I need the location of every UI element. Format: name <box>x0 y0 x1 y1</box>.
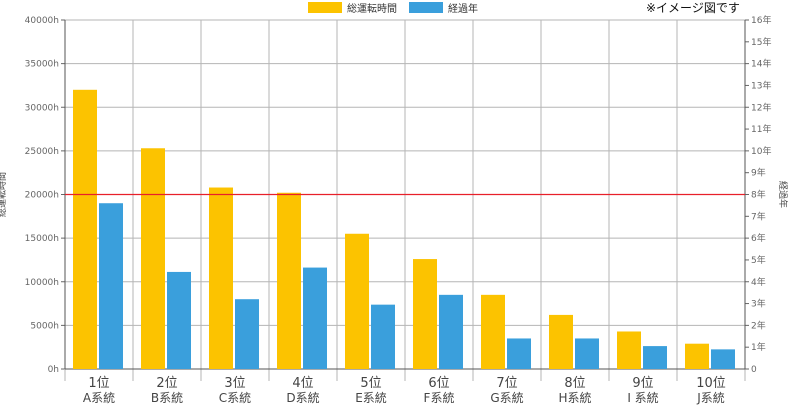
bar-years <box>235 299 259 369</box>
x-tick-rank-label: 4位 <box>292 376 313 391</box>
x-tick-rank-label: 8位 <box>564 376 585 391</box>
x-tick-system-label: F系統 <box>424 391 455 405</box>
x-tick-rank-label: 10位 <box>696 376 726 391</box>
y-right-tick-label: 11年 <box>751 123 771 135</box>
bar-years <box>439 294 463 369</box>
legend-item-hours: 総運転時間 <box>308 0 397 15</box>
bar-years <box>303 267 327 369</box>
bar-years <box>167 271 191 369</box>
bar-years <box>575 338 599 369</box>
bar-hours <box>617 331 641 369</box>
y-right-tick-label: 2年 <box>751 319 766 331</box>
x-tick-rank-label: 7位 <box>496 376 517 391</box>
y-left-tick-label: 35000h <box>25 60 59 70</box>
x-tick-rank-label: 3位 <box>224 376 245 391</box>
y-right-tick-label: 14年 <box>751 58 771 70</box>
legend-swatch-years <box>409 1 443 13</box>
y-right-tick-label: 7年 <box>751 210 766 222</box>
x-tick-system-label: A系統 <box>83 391 115 405</box>
bar-hours <box>413 259 437 369</box>
bar-hours <box>209 187 233 369</box>
x-tick-system-label: D系統 <box>286 391 319 405</box>
x-tick-rank-label: 9位 <box>632 376 653 391</box>
y-left-tick-label: 0h <box>48 365 59 375</box>
y-left-tick-label: 30000h <box>25 103 59 113</box>
x-tick-rank-label: 6位 <box>428 376 449 391</box>
x-tick-system-label: B系統 <box>151 391 183 405</box>
x-tick-system-label: J系統 <box>696 391 725 405</box>
y-left-tick-label: 40000h <box>25 16 59 26</box>
y-right-tick-label: 12年 <box>751 101 771 113</box>
bar-hours <box>481 294 505 369</box>
x-tick-rank-label: 1位 <box>88 376 109 391</box>
y-right-tick-label: 3年 <box>751 298 766 310</box>
bar-years <box>643 346 667 369</box>
bar-hours <box>345 233 369 369</box>
legend-swatch-hours <box>308 1 342 13</box>
x-tick-system-label: C系統 <box>219 391 251 405</box>
y-right-tick-label: 16年 <box>751 14 771 26</box>
y-right-tick-label: 13年 <box>751 79 771 91</box>
x-tick-system-label: E系統 <box>355 391 387 405</box>
x-tick-rank-label: 5位 <box>360 376 381 391</box>
y-right-tick-label: 4年 <box>751 276 766 288</box>
legend-label-years: 経過年 <box>448 3 478 15</box>
y-right-tick-label: 9年 <box>751 167 766 179</box>
y-left-tick-label: 10000h <box>25 278 59 288</box>
bar-hours <box>141 148 165 369</box>
y-right-tick-label: 1年 <box>751 341 766 353</box>
y-right-tick-label: 6年 <box>751 232 766 244</box>
bar-years <box>371 304 395 369</box>
y-right-tick-label: 5年 <box>751 254 766 266</box>
y-left-tick-label: 5000h <box>30 321 59 331</box>
legend: 総運転時間 経過年 <box>308 0 490 15</box>
x-tick-system-label: I 系統 <box>627 391 658 405</box>
x-tick-system-label: G系統 <box>490 391 523 405</box>
bar-years <box>711 349 735 369</box>
y-right-tick-label: 15年 <box>751 36 771 48</box>
bar-hours <box>685 343 709 369</box>
x-tick-rank-label: 2位 <box>156 376 177 391</box>
legend-label-hours: 総運転時間 <box>347 3 397 15</box>
y-left-tick-label: 25000h <box>25 147 59 157</box>
bar-hours <box>73 89 97 370</box>
bar-hours <box>277 192 301 369</box>
y-left-tick-label: 20000h <box>25 191 59 201</box>
y-right-tick-label: 0 <box>751 365 757 375</box>
y-right-tick-label: 8年 <box>751 189 766 201</box>
image-note: ※イメージ図です <box>646 1 740 15</box>
bar-years <box>99 203 123 369</box>
legend-item-years: 経過年 <box>409 0 478 15</box>
y-right-tick-label: 10年 <box>751 145 771 157</box>
bar-years <box>507 338 531 369</box>
bar-hours <box>549 314 573 369</box>
x-tick-system-label: H系統 <box>558 391 591 405</box>
y-left-tick-label: 15000h <box>25 234 59 244</box>
